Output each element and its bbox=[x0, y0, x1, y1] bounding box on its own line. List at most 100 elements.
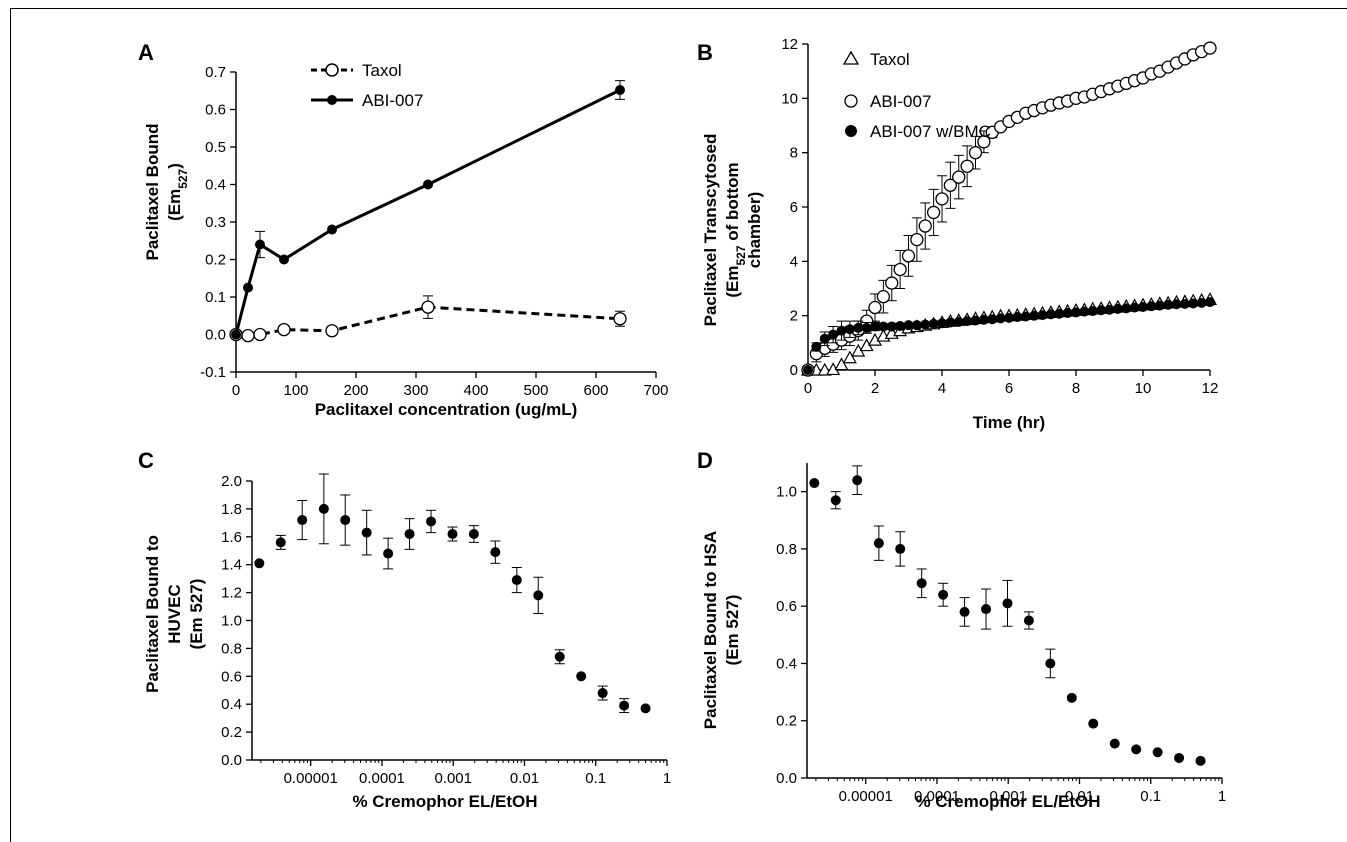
panel-c-series-0-point bbox=[597, 688, 608, 699]
panel-b-series-2-point bbox=[1037, 310, 1048, 321]
panel-b-x-tick-label: 0 bbox=[804, 380, 812, 397]
panel-b-marks bbox=[800, 41, 1218, 377]
panel-a-series-0-point bbox=[421, 300, 435, 314]
panel-c-axes: 0.00001 0.0001 0.001 0.01 0.1 1 0.0 0.2 0.4 0.6 0.… bbox=[221, 473, 671, 787]
panel-b-series-2-point bbox=[978, 314, 989, 325]
panel-d-x-tick-label: 0.1 bbox=[1140, 788, 1161, 805]
panel-c-y-tick-label: 2.0 bbox=[221, 473, 242, 490]
panel-d-series-0-point bbox=[938, 589, 949, 600]
panel-d-y-tick-label: 0.8 bbox=[776, 541, 797, 558]
panel-b-series-2-point bbox=[1112, 303, 1123, 314]
panel-a-series-0-point bbox=[277, 322, 291, 337]
panel-b-series-2-point bbox=[1004, 312, 1014, 323]
panel-a-x-tick-label: 200 bbox=[343, 382, 368, 399]
panel-d-x-tick-label: 0.00001 bbox=[839, 788, 893, 805]
panel-b-x-tick-label: 8 bbox=[1072, 380, 1080, 397]
panel-d-series-0-point bbox=[1045, 658, 1056, 669]
panel-c-xlabel: % Cremophor EL/EtOH bbox=[352, 792, 537, 811]
panel-d-series-0-point bbox=[830, 495, 841, 506]
panel-a-legend: Taxol ABI-007 bbox=[311, 61, 423, 110]
panel-a-x-tick-label: 400 bbox=[463, 382, 488, 399]
panel-d-series-0-point bbox=[1066, 692, 1077, 703]
panel-c-series-0-point bbox=[490, 547, 501, 558]
panel-b-series-0-point bbox=[842, 350, 857, 364]
panel-d-x-tick-label: 0.001 bbox=[989, 788, 1027, 805]
panel-b-series-2-point bbox=[1163, 299, 1174, 310]
panel-d-y-tick-label: 1.0 bbox=[776, 484, 797, 501]
panel-d-series-0-point bbox=[916, 578, 927, 589]
panel-b-series-2-point bbox=[903, 320, 914, 331]
panel-a-ylabel-line1: Paclitaxel Bound bbox=[143, 124, 162, 261]
panel-d-marks bbox=[809, 465, 1206, 766]
panel-b-series-1-point bbox=[935, 192, 949, 206]
panel-d-series-0-point bbox=[1152, 747, 1163, 758]
panel-a-x-tick-label: 0 bbox=[232, 382, 240, 399]
panel-d-series-0-point bbox=[1002, 598, 1013, 609]
panel-c-series-0-point bbox=[383, 548, 394, 559]
legend-open-circle-marker-b bbox=[844, 94, 858, 108]
panel-a-x-tick-label: 700 bbox=[643, 382, 668, 399]
panel-c-series-0-point bbox=[533, 590, 544, 601]
panel-a-series-0-point bbox=[325, 324, 339, 338]
panel-b-y-tick-label: 6 bbox=[790, 199, 798, 216]
panel-b-y-tick-label: 4 bbox=[790, 253, 798, 270]
panel-c-ylabel-line2: HUVEC bbox=[165, 584, 184, 644]
panel-c-series-0-point bbox=[447, 529, 458, 540]
panel-c-series-0-point bbox=[340, 515, 351, 526]
panel-c-y-tick-label: 0.8 bbox=[221, 640, 242, 657]
panel-d-y-tick-label: 0.0 bbox=[776, 770, 797, 787]
legend-label-taxol-b: Taxol bbox=[870, 50, 910, 69]
panel-a-x-tick-label: 500 bbox=[523, 382, 548, 399]
panel-b-series-2-point bbox=[853, 322, 864, 333]
panel-a-series-1-point bbox=[327, 224, 337, 235]
panel-c-series-0-point bbox=[254, 558, 265, 569]
legend-open-triangle-marker bbox=[842, 50, 860, 65]
panel-a-y-tick-label: 0.4 bbox=[205, 177, 226, 194]
panel-c-x-tick-label: 0.1 bbox=[585, 770, 606, 787]
panel-b-series-2-point bbox=[803, 365, 813, 375]
panel-b-x-tick-label: 10 bbox=[1135, 380, 1152, 397]
panel-b-series-2-point bbox=[1121, 303, 1132, 314]
panel-c-y-tick-label: 0.0 bbox=[221, 752, 242, 769]
panel-b-legend: Taxol ABI-007 ABI-007 w/BMC bbox=[842, 50, 991, 141]
panel-b-series-1-point bbox=[960, 159, 974, 173]
panel-b-series-2-point bbox=[1062, 307, 1073, 318]
panel-a-series-1-point bbox=[615, 85, 625, 95]
panel-b-series-1-point bbox=[868, 300, 882, 315]
panel-c-x-tick-label: 0.01 bbox=[510, 770, 539, 787]
panel-a-series-0-point bbox=[241, 328, 255, 343]
panel-c-chart: 0.00001 0.0001 0.001 0.01 0.1 1 0.0 0.2 0.4 0.6 0.… bbox=[143, 473, 671, 811]
panel-a-y-tick-label: -0.1 bbox=[200, 364, 226, 381]
panel-c-y-tick-label: 1.0 bbox=[221, 613, 242, 630]
panel-b-series-2-point bbox=[861, 322, 872, 333]
panel-b-y-tick-label: 0 bbox=[790, 362, 798, 379]
panel-b-series-2-point bbox=[1029, 310, 1040, 321]
panel-b-series-2-point bbox=[1045, 309, 1056, 320]
panel-d-series-0-point bbox=[981, 604, 992, 615]
panel-c-series-0-point bbox=[554, 651, 565, 662]
panel-d-series-0-point bbox=[1174, 752, 1185, 763]
panel-a-axes: 0 100 200 300 400 500 600 700 -0.1 0.0 0.1 0.2 0.3 0.… bbox=[200, 64, 668, 399]
panel-c-series-0-point bbox=[511, 575, 522, 586]
panel-d-x-tick-label: 0.01 bbox=[1065, 788, 1094, 805]
panel-c-x-tick-label: 0.0001 bbox=[359, 770, 405, 787]
panel-d-series-0-point bbox=[809, 478, 820, 489]
panel-d-xlabel: % Cremophor EL/EtOH bbox=[915, 792, 1100, 811]
legend-label-abi007-b: ABI-007 bbox=[870, 92, 931, 111]
panel-c-series-0-point bbox=[468, 529, 479, 540]
legend-label-taxol: Taxol bbox=[362, 61, 402, 80]
panel-b-series-2-point bbox=[1012, 312, 1023, 323]
panel-a-series-0-point bbox=[253, 327, 267, 342]
panel-b-chart: 0 2 4 6 8 10 12 0 2 4 6 8 10 12 Time (hr) Paclitaxel … bbox=[701, 36, 1218, 432]
panel-a-series-1-point bbox=[423, 179, 433, 190]
panel-d-chart: 0.00001 0.0001 0.001 0.01 0.1 1 0.0 0.2 0.4 0.6 0.… bbox=[701, 463, 1226, 811]
panel-b-series-1-point bbox=[968, 146, 983, 160]
panel-a-y-tick-label: 0.3 bbox=[205, 214, 226, 231]
panel-b-series-1-point bbox=[885, 276, 899, 290]
panel-b-series-2-point bbox=[811, 341, 822, 352]
panel-b-series-2-point bbox=[1171, 299, 1182, 310]
panel-b-y-tick-label: 8 bbox=[790, 145, 798, 162]
panel-a-y-tick-label: 0.7 bbox=[205, 64, 226, 81]
panel-b-series-2-point bbox=[1154, 300, 1165, 311]
